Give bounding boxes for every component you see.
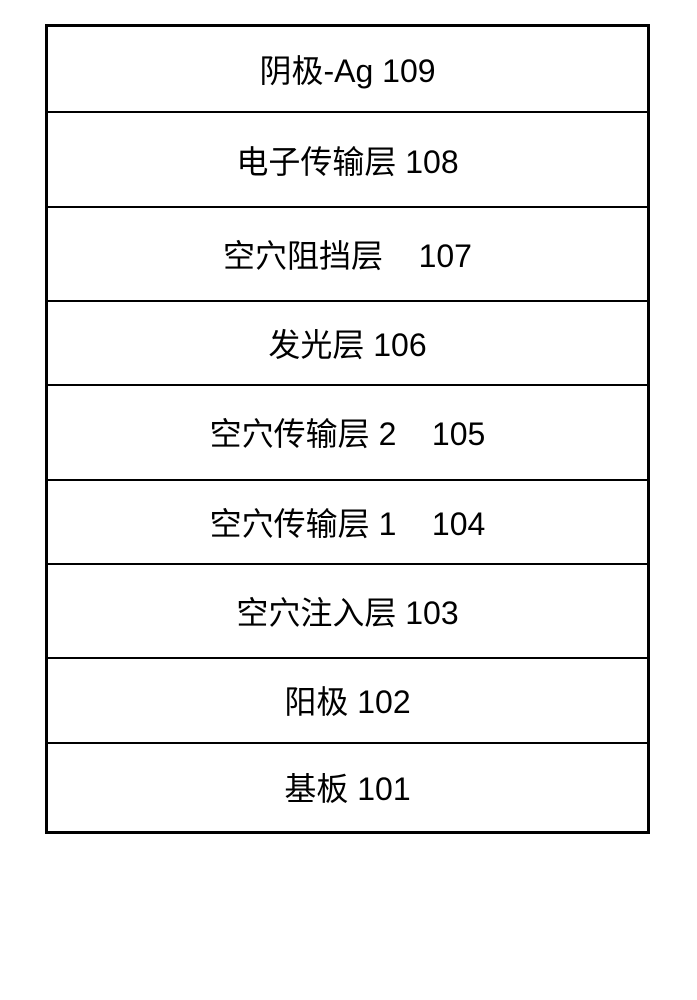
layer-stack: 阴极-Ag 109 电子传输层 108 空穴阻挡层 107 发光层 106 空穴传输层 … [45, 24, 650, 834]
layer-label: 空穴传输层 2 105 [210, 409, 486, 455]
layer-row: 空穴传输层 1 104 [48, 479, 647, 563]
layer-row: 空穴传输层 2 105 [48, 384, 647, 478]
layer-row: 阳极 102 [48, 657, 647, 741]
layer-row: 基板 101 [48, 742, 647, 831]
layer-label: 基板 101 [284, 764, 410, 810]
diagram-canvas: 阴极-Ag 109 电子传输层 108 空穴阻挡层 107 发光层 106 空穴传输层 … [0, 0, 697, 1000]
layer-label: 空穴传输层 1 104 [210, 499, 486, 545]
layer-label: 电子传输层 108 [236, 137, 458, 183]
layer-label: 阳极 102 [284, 677, 410, 723]
layer-label: 阴极-Ag 109 [259, 46, 435, 92]
layer-row: 阴极-Ag 109 [48, 27, 647, 111]
layer-row: 发光层 106 [48, 300, 647, 384]
layer-row: 空穴注入层 103 [48, 563, 647, 657]
layer-label: 发光层 106 [268, 320, 426, 366]
layer-row: 电子传输层 108 [48, 111, 647, 205]
layer-label: 空穴注入层 103 [236, 588, 458, 634]
layer-label: 空穴阻挡层 107 [223, 231, 472, 277]
layer-row: 空穴阻挡层 107 [48, 206, 647, 300]
